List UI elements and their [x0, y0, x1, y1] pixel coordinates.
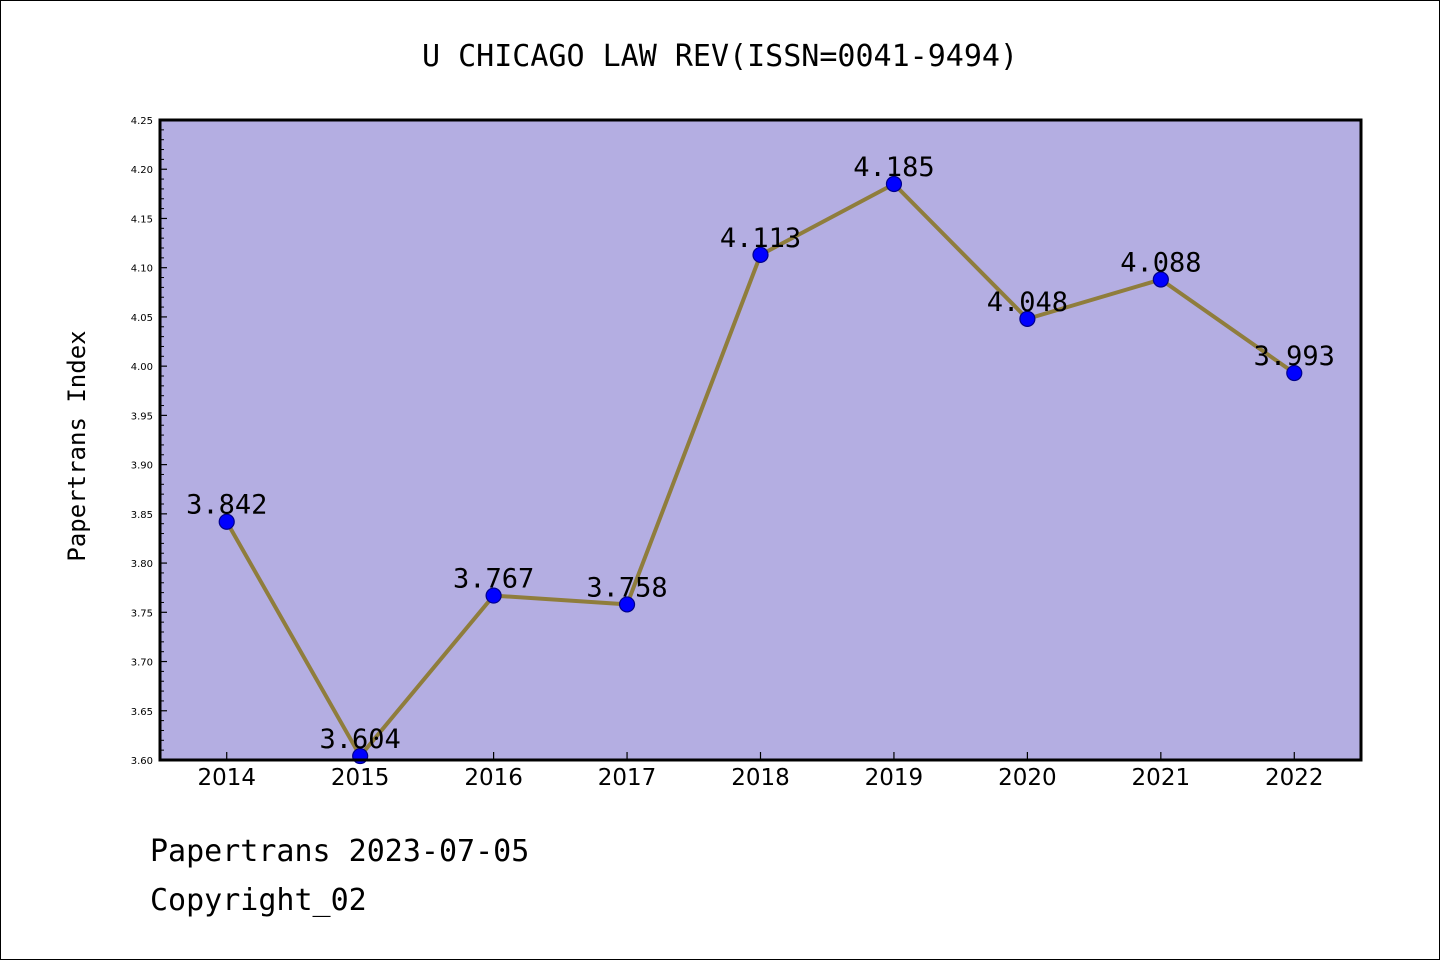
- data-point: [618, 596, 636, 613]
- data-label: 4.185: [853, 152, 934, 183]
- y-tick-label: 3.75: [131, 608, 153, 619]
- data-point: [1019, 310, 1036, 327]
- data-point: [885, 175, 903, 193]
- data-label: 3.993: [1254, 341, 1335, 372]
- data-point: [218, 513, 235, 530]
- y-tick-label: 4.20: [131, 165, 153, 176]
- y-tick-label: 4.05: [131, 313, 153, 324]
- data-point: [1286, 364, 1303, 382]
- y-tick-label: 3.70: [131, 658, 153, 669]
- data-label: 3.842: [186, 490, 267, 521]
- data-point: [752, 246, 769, 263]
- x-tick-label: 2020: [998, 765, 1057, 791]
- y-tick-label: 4.00: [131, 362, 153, 373]
- y-tick-label: 4.15: [131, 214, 153, 225]
- y-tick-label: 3.95: [131, 411, 153, 422]
- footer-copyright: Copyright_02: [150, 883, 367, 918]
- data-label: 4.113: [720, 223, 801, 254]
- data-label: 3.767: [453, 564, 534, 595]
- x-axis-ticks: 2014 2015 2016 2017 2018 2019 2020 2021 2022: [197, 752, 1324, 791]
- data-label: 4.088: [1120, 248, 1201, 279]
- data-point: [1152, 271, 1169, 288]
- plot-border: [158, 118, 1363, 762]
- y-tick-label: 3.90: [131, 461, 153, 472]
- y-tick-label: 3.80: [131, 559, 153, 570]
- x-tick-label: 2014: [197, 765, 256, 791]
- y-axis-label: Papertrans Index: [63, 330, 91, 561]
- y-tick-label: 4.25: [131, 116, 153, 127]
- y-tick-label: 4.10: [131, 264, 153, 275]
- data-point: [485, 587, 502, 604]
- x-tick-label: 2018: [731, 765, 790, 791]
- plot-area: [160, 120, 1361, 760]
- chart-title: U CHICAGO LAW REV(ISSN=0041-9494): [422, 39, 1018, 74]
- y-tick-label: 3.85: [131, 510, 153, 521]
- y-tick-label: 3.60: [131, 756, 153, 767]
- footer-date: Papertrans 2023-07-05: [150, 834, 530, 869]
- x-tick-label: 2017: [598, 765, 657, 791]
- data-label: 4.048: [987, 287, 1068, 318]
- x-tick-label: 2016: [464, 765, 523, 791]
- x-tick-label: 2015: [331, 765, 390, 791]
- x-tick-label: 2022: [1265, 765, 1324, 791]
- data-label: 3.604: [320, 724, 401, 755]
- x-tick-label: 2019: [865, 765, 924, 791]
- x-tick-label: 2021: [1132, 765, 1191, 791]
- y-tick-label: 3.65: [131, 707, 153, 718]
- series-group: 3.842 3.604 3.767 3.758 4.113 4.185 4.048 4.088…: [186, 152, 1335, 765]
- data-label: 3.758: [586, 572, 667, 603]
